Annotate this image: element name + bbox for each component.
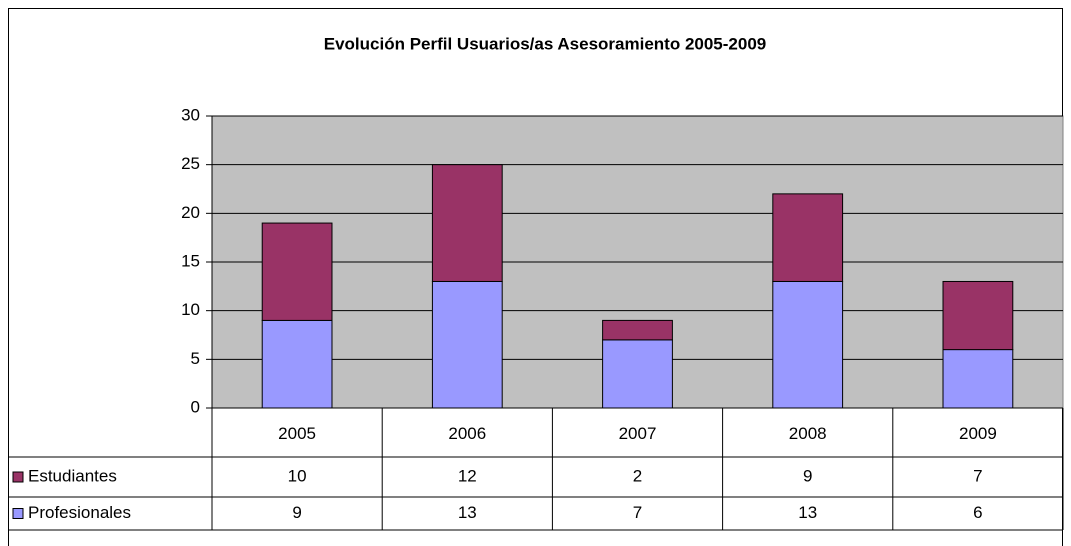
bar-segment: [261, 319, 333, 409]
table-value: 2: [633, 466, 642, 485]
table-value: 7: [633, 503, 642, 522]
bar-segment: [602, 319, 673, 341]
bar-segment: [602, 339, 673, 409]
table-value: 6: [973, 503, 982, 522]
legend-swatch: [12, 471, 24, 483]
bar-segment: [431, 280, 503, 409]
bar-segment: [772, 280, 844, 409]
table-value: 12: [458, 466, 477, 485]
y-tick-label: 20: [181, 203, 200, 222]
table-value: 10: [288, 466, 307, 485]
x-tick-label: 2007: [619, 424, 657, 443]
legend-swatch: [12, 508, 24, 519]
chart-title: Evolución Perfil Usuarios/as Asesoramien…: [324, 34, 767, 53]
bar-segment: [772, 193, 844, 282]
bar-segment: [261, 222, 333, 321]
table-value: 13: [798, 503, 817, 522]
y-tick-label: 10: [181, 300, 200, 319]
table-value: 9: [292, 503, 301, 522]
x-tick-label: 2009: [959, 424, 997, 443]
legend-label: Profesionales: [28, 503, 131, 522]
table-value: 13: [458, 503, 477, 522]
y-tick-label: 5: [191, 349, 200, 368]
y-tick-label: 15: [181, 251, 200, 270]
legend-label: Estudiantes: [28, 466, 117, 485]
x-tick-label: 2005: [278, 424, 316, 443]
x-tick-label: 2008: [789, 424, 827, 443]
y-tick-label: 30: [181, 105, 200, 124]
y-tick-label: 0: [191, 397, 200, 416]
x-tick-label: 2006: [448, 424, 486, 443]
y-tick-label: 25: [181, 154, 200, 173]
bar-segment: [431, 164, 503, 282]
table-value: 9: [803, 466, 812, 485]
bar-segment: [942, 349, 1014, 409]
table-value: 7: [973, 466, 982, 485]
bar-segment: [942, 280, 1014, 351]
